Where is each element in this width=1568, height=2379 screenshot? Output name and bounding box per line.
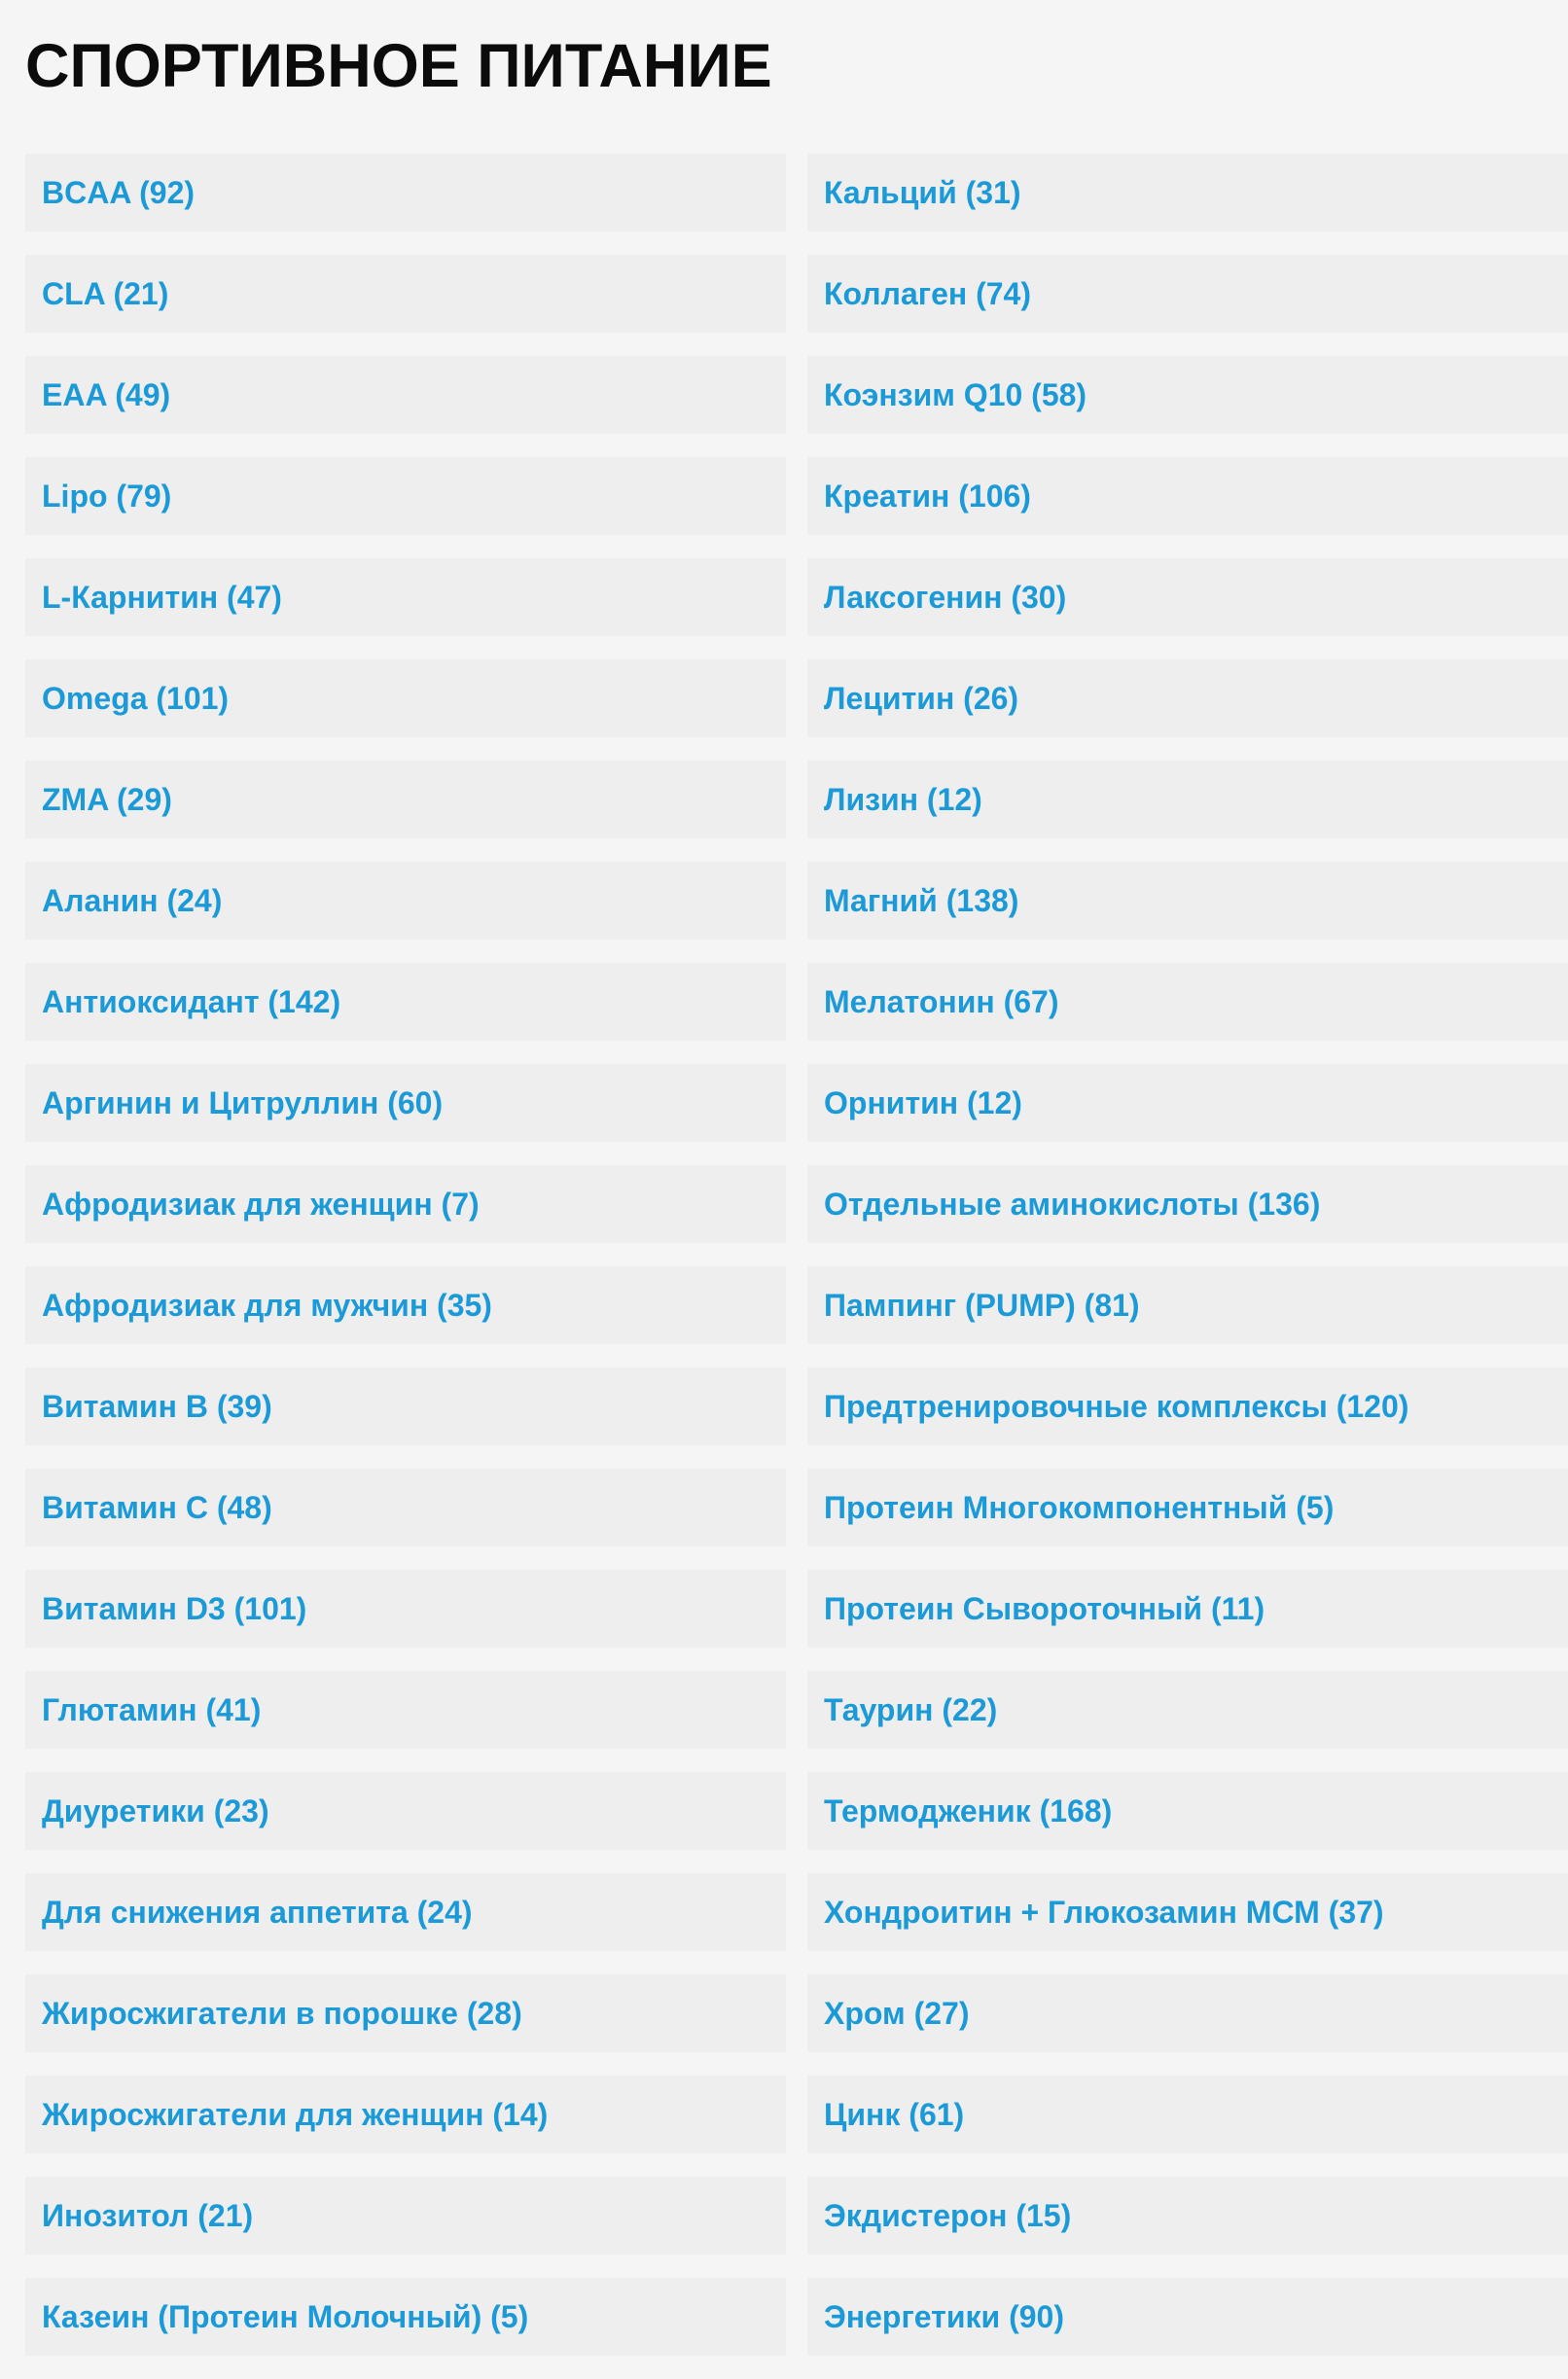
category-link-label: Орнитин (12) — [824, 1084, 1022, 1120]
category-link-label: Глютамин (41) — [42, 1691, 262, 1727]
category-link-label: Lipo (79) — [42, 478, 172, 514]
category-link[interactable]: Креатин (106) — [807, 457, 1568, 535]
category-link-label: Афродизиак для женщин (7) — [42, 1186, 480, 1222]
category-link[interactable]: Термодженик (168) — [807, 1772, 1568, 1850]
category-link-label: Для снижения аппетита (24) — [42, 1894, 473, 1930]
category-link[interactable]: Цинк (61) — [807, 2076, 1568, 2153]
category-link-label: Казеин (Протеин Молочный) (5) — [42, 2298, 529, 2334]
category-link-label: Инозитол (21) — [42, 2197, 254, 2233]
category-link[interactable]: Лецитин (26) — [807, 659, 1568, 737]
category-link-label: Коллаген (74) — [824, 275, 1031, 311]
category-link[interactable]: Протеин Сывороточный (11) — [807, 1570, 1568, 1648]
category-link[interactable]: Витамин B (39) — [25, 1367, 786, 1445]
category-link-label: Афродизиак для мужчин (35) — [42, 1287, 492, 1323]
category-link-label: Цинк (61) — [824, 2096, 965, 2132]
category-link[interactable]: Инозитол (21) — [25, 2177, 786, 2255]
category-link[interactable]: Энергетики (90) — [807, 2278, 1568, 2356]
category-link-label: Отдельные аминокислоты (136) — [824, 1186, 1321, 1222]
category-link-label: Протеин Сывороточный (11) — [824, 1590, 1265, 1626]
category-link-label: Антиоксидант (142) — [42, 983, 341, 1019]
category-link-label: L-Карнитин (47) — [42, 579, 282, 615]
category-link[interactable]: Орнитин (12) — [807, 1064, 1568, 1142]
category-link[interactable]: Аргинин и Цитруллин (60) — [25, 1064, 786, 1142]
category-link[interactable]: EAA (49) — [25, 356, 786, 434]
category-link[interactable]: Omega (101) — [25, 659, 786, 737]
category-link-label: ZMA (29) — [42, 781, 172, 817]
category-link[interactable]: Для снижения аппетита (24) — [25, 1873, 786, 1951]
category-link[interactable]: Глютамин (41) — [25, 1671, 786, 1749]
category-link-label: EAA (49) — [42, 376, 171, 412]
category-link[interactable]: Афродизиак для мужчин (35) — [25, 1266, 786, 1344]
category-link-label: Экдистерон (15) — [824, 2197, 1072, 2233]
category-link-label: Предтренировочные комплексы (120) — [824, 1388, 1409, 1424]
category-link[interactable]: Витамин D3 (101) — [25, 1570, 786, 1648]
category-link[interactable]: Кальций (31) — [807, 154, 1568, 231]
category-link[interactable]: Аланин (24) — [25, 862, 786, 940]
category-link[interactable]: Отдельные аминокислоты (136) — [807, 1165, 1568, 1243]
category-link-label: Жиросжигатели в порошке (28) — [42, 1995, 522, 2031]
category-link[interactable]: Экдистерон (15) — [807, 2177, 1568, 2255]
category-link-label: Таурин (22) — [824, 1691, 998, 1727]
category-link[interactable]: CLA (21) — [25, 255, 786, 333]
category-link-label: Аланин (24) — [42, 882, 223, 918]
category-link[interactable]: Мелатонин (67) — [807, 963, 1568, 1041]
category-link[interactable]: Лизин (12) — [807, 761, 1568, 838]
category-link[interactable]: Предтренировочные комплексы (120) — [807, 1367, 1568, 1445]
category-link-label: Лизин (12) — [824, 781, 982, 817]
category-list-left: BCAA (92) CLA (21) EAA (49) Lipo (79) L-Карн… — [25, 154, 786, 2379]
category-link[interactable]: Lipo (79) — [25, 457, 786, 535]
category-link-label: CLA (21) — [42, 275, 169, 311]
category-link[interactable]: Жиросжигатели в порошке (28) — [25, 1974, 786, 2052]
category-link[interactable]: Казеин (Протеин Молочный) (5) — [25, 2278, 786, 2356]
category-link-label: Мелатонин (67) — [824, 983, 1059, 1019]
category-link[interactable]: Антиоксидант (142) — [25, 963, 786, 1041]
category-link[interactable]: Магний (138) — [807, 862, 1568, 940]
category-link-label: Витамин D3 (101) — [42, 1590, 307, 1626]
category-link-label: Коэнзим Q10 (58) — [824, 376, 1087, 412]
category-link[interactable]: Афродизиак для женщин (7) — [25, 1165, 786, 1243]
category-link-label: Хондроитин + Глюкозамин МСМ (37) — [824, 1894, 1384, 1930]
category-link[interactable]: Протеин Многокомпонентный (5) — [807, 1469, 1568, 1546]
category-link[interactable]: Диуретики (23) — [25, 1772, 786, 1850]
category-link-label: Жиросжигатели для женщин (14) — [42, 2096, 549, 2132]
category-link-label: BCAA (92) — [42, 174, 196, 210]
category-link-label: Пампинг (PUMP) (81) — [824, 1287, 1140, 1323]
category-link[interactable]: Витамин C (48) — [25, 1469, 786, 1546]
category-link-label: Протеин Многокомпонентный (5) — [824, 1489, 1335, 1525]
category-link[interactable]: Коллаген (74) — [807, 255, 1568, 333]
category-link-label: Витамин B (39) — [42, 1388, 272, 1424]
category-list-right: Кальций (31) Коллаген (74) Коэнзим Q10 (58… — [807, 154, 1568, 2379]
category-link-label: Лаксогенин (30) — [824, 579, 1067, 615]
category-link-label: Витамин C (48) — [42, 1489, 272, 1525]
category-link-label: Кальций (31) — [824, 174, 1021, 210]
category-link-label: Хром (27) — [824, 1995, 970, 2031]
category-link-label: Omega (101) — [42, 680, 230, 716]
category-link-label: Лецитин (26) — [824, 680, 1019, 716]
category-link[interactable]: Хондроитин + Глюкозамин МСМ (37) — [807, 1873, 1568, 1951]
category-link[interactable]: L-Карнитин (47) — [25, 558, 786, 636]
category-link[interactable]: Хром (27) — [807, 1974, 1568, 2052]
category-link[interactable]: Лаксогенин (30) — [807, 558, 1568, 636]
category-link-label: Креатин (106) — [824, 478, 1031, 514]
category-link[interactable]: Пампинг (PUMP) (81) — [807, 1266, 1568, 1344]
category-link-label: Аргинин и Цитруллин (60) — [42, 1084, 444, 1120]
category-link-label: Магний (138) — [824, 882, 1019, 918]
category-link[interactable]: Коэнзим Q10 (58) — [807, 356, 1568, 434]
page-title: СПОРТИВНОЕ ПИТАНИЕ — [25, 32, 772, 100]
category-link[interactable]: Жиросжигатели для женщин (14) — [25, 2076, 786, 2153]
category-link[interactable]: Таурин (22) — [807, 1671, 1568, 1749]
category-grid: BCAA (92) CLA (21) EAA (49) Lipo (79) L-Карн… — [25, 154, 1568, 2379]
category-link-label: Энергетики (90) — [824, 2298, 1064, 2334]
category-link-label: Термодженик (168) — [824, 1793, 1113, 1829]
category-link-label: Диуретики (23) — [42, 1793, 269, 1829]
category-link[interactable]: ZMA (29) — [25, 761, 786, 838]
category-link[interactable]: BCAA (92) — [25, 154, 786, 231]
